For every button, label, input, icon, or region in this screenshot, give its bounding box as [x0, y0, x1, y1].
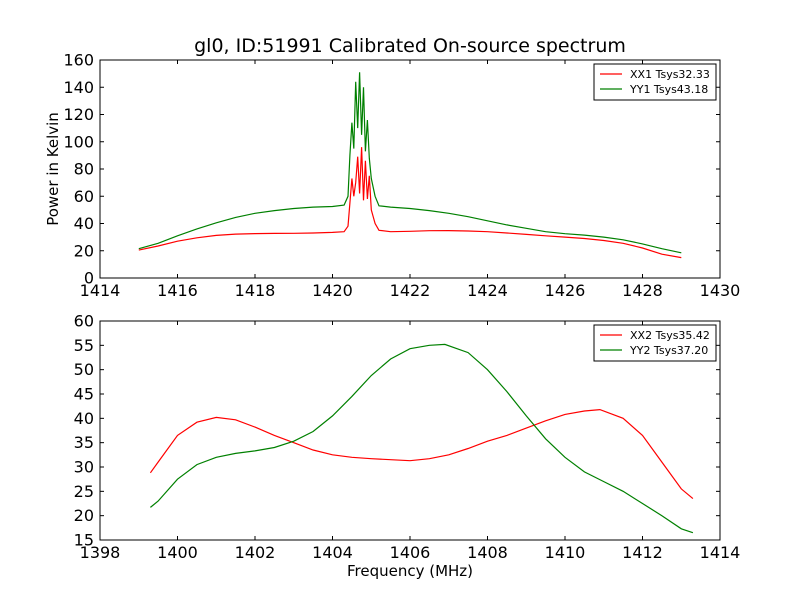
top-x-tick-label: 1420	[312, 281, 353, 300]
top-x-tick-label: 1422	[390, 281, 431, 300]
bottom-y-tick-label: 45	[74, 385, 94, 404]
top-x-tick-label: 1418	[235, 281, 276, 300]
top-y-tick-label: 160	[63, 51, 94, 70]
bottom-x-tick-label: 1404	[312, 543, 353, 562]
top-y-tick-label: 140	[63, 78, 94, 97]
bottom-legend-box	[593, 324, 717, 362]
bottom-y-tick-label: 30	[74, 458, 94, 477]
bottom-panel: 1398 1400 1402 1404 1406 1408 1410 1412 1414 15 20…	[74, 312, 741, 581]
top-x-tick-label: 1428	[622, 281, 663, 300]
top-series-line-0	[138, 147, 682, 259]
top-x-tick-label: 1416	[157, 281, 198, 300]
bottom-x-tick-label: 1408	[467, 543, 508, 562]
top-y-tick-label: 60	[74, 187, 94, 206]
top-y-tick-label: 40	[74, 214, 94, 233]
bottom-x-tick-label: 1410	[545, 543, 586, 562]
top-legend-label-0: XX1 Tsys32.33	[630, 68, 710, 81]
bottom-x-tick-label: 1398	[80, 543, 121, 562]
bottom-y-tick-label: 50	[74, 360, 94, 379]
top-y-tick-label: 0	[84, 269, 94, 288]
top-y-tick-label: 20	[74, 241, 94, 260]
bottom-legend-label-1: YY2 Tsys37.20	[629, 344, 708, 357]
top-y-axis-label: Power in Kelvin	[44, 112, 62, 226]
bottom-series-line-1	[150, 343, 694, 534]
chart-title: gl0, ID:51991 Calibrated On-source spect…	[194, 35, 626, 57]
top-x-tick-label: 1426	[545, 281, 586, 300]
bottom-y-tick-label: 60	[74, 312, 94, 331]
top-y-tick-label: 120	[63, 105, 94, 124]
bottom-x-tick-label: 1412	[622, 543, 663, 562]
top-panel: 1414 1416 1418 1420 1422 1424 1426 1428 1430 0 20 4…	[44, 51, 740, 301]
bottom-x-tick-label: 1406	[390, 543, 431, 562]
top-x-tick-label: 1424	[467, 281, 508, 300]
bottom-x-tick-label: 1414	[700, 543, 741, 562]
bottom-x-tick-label: 1400	[157, 543, 198, 562]
bottom-x-axis-label: Frequency (MHz)	[347, 562, 473, 580]
bottom-y-tick-label: 15	[74, 531, 94, 550]
top-y-tick-label: 80	[74, 160, 94, 179]
top-x-tick-label: 1414	[80, 281, 121, 300]
bottom-x-tick-label: 1402	[235, 543, 276, 562]
bottom-y-tick-label: 55	[74, 336, 94, 355]
bottom-y-tick-label: 40	[74, 409, 94, 428]
bottom-y-tick-label: 35	[74, 433, 94, 452]
bottom-y-tick-label: 25	[74, 482, 94, 501]
top-legend-box	[593, 63, 717, 101]
bottom-legend-label-0: XX2 Tsys35.42	[630, 329, 710, 342]
top-series-line-1	[138, 72, 682, 254]
bottom-y-tick-label: 20	[74, 506, 94, 525]
bottom-series-line-0	[149, 408, 694, 500]
top-y-tick-label: 100	[63, 132, 94, 151]
top-legend-label-1: YY1 Tsys43.18	[629, 83, 708, 96]
top-x-tick-label: 1430	[700, 281, 741, 300]
